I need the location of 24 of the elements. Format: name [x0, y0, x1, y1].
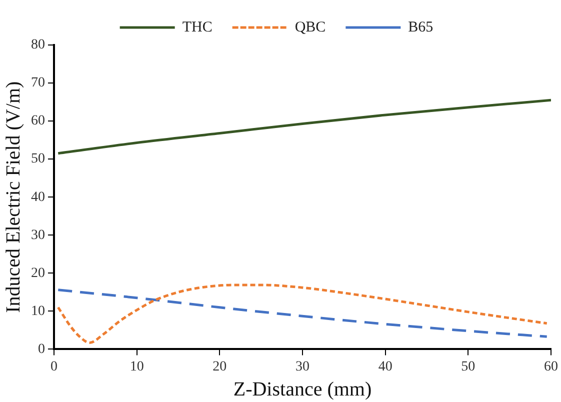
y-tick-label: 0 — [38, 342, 45, 357]
line-series — [56, 98, 551, 155]
legend-label: QBC — [294, 19, 326, 36]
x-axis-title: Z-Distance (mm) — [233, 378, 372, 400]
y-tick-label: 10 — [31, 304, 45, 319]
y-tick-label: 70 — [31, 76, 45, 91]
y-tick-label: 60 — [31, 114, 45, 129]
x-tick-label: 50 — [461, 359, 476, 374]
y-tick-label: 50 — [31, 152, 45, 167]
x-tick-label: 60 — [544, 359, 558, 374]
legend-label: THC — [182, 19, 212, 36]
line-series — [56, 288, 548, 338]
y-tick-label: 30 — [31, 228, 45, 243]
x-tick-label: 0 — [50, 359, 58, 374]
y-axis-title: Induced Electric Field (V/m) — [2, 81, 24, 313]
x-tick-label: 10 — [130, 359, 144, 374]
line-series — [56, 284, 548, 344]
y-tick-label: 40 — [31, 190, 45, 205]
x-tick-label: 20 — [212, 359, 227, 374]
x-tick-label: 40 — [378, 359, 392, 374]
x-tick-label: 30 — [296, 359, 310, 374]
y-tick-label: 20 — [31, 266, 45, 281]
y-tick-label: 80 — [31, 38, 45, 53]
legend-label: B65 — [408, 19, 434, 36]
